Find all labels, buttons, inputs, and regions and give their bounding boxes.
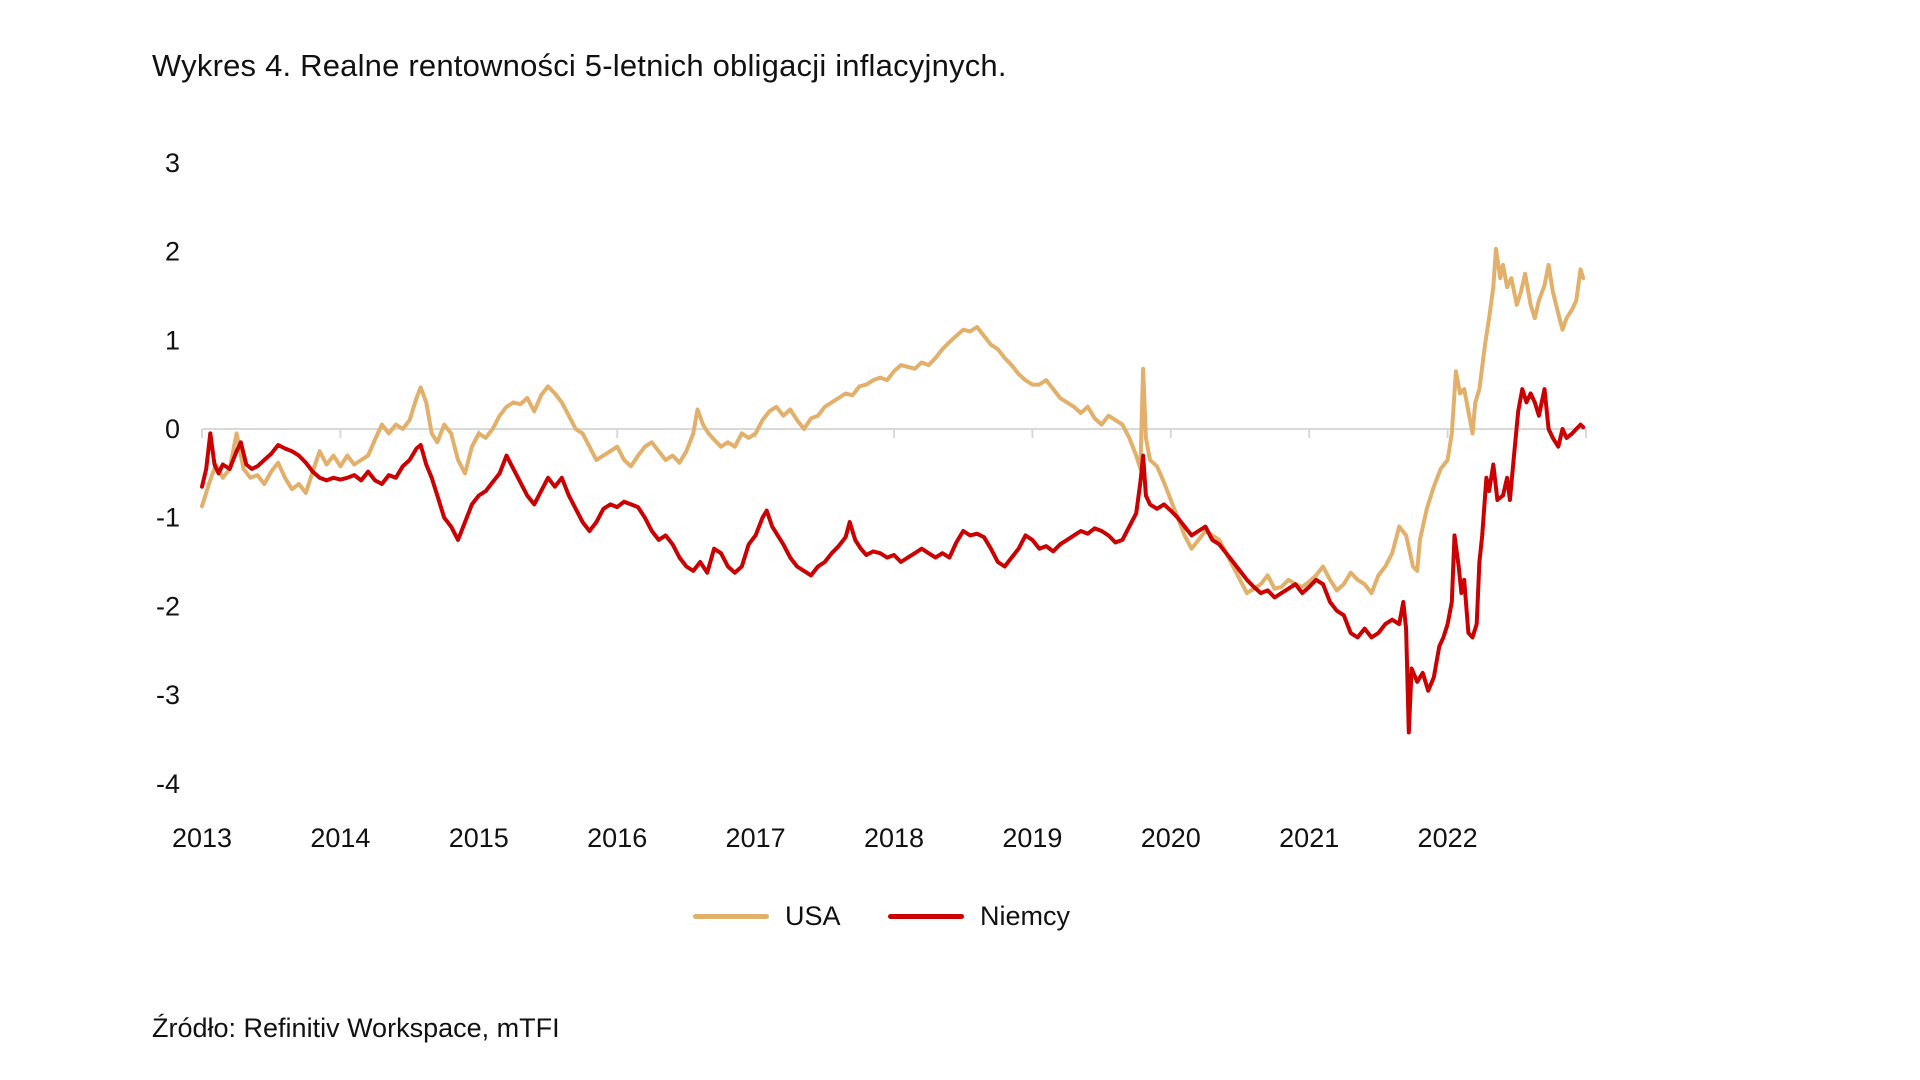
x-tick-label: 2021 — [1279, 823, 1339, 853]
y-tick-label: -2 — [156, 591, 180, 621]
x-tick-label: 2014 — [310, 823, 370, 853]
x-axis: 2013 2014 2015 2016 2017 2018 2019 2020 2021 2022 — [172, 428, 1587, 853]
x-tick-label: 2022 — [1418, 823, 1478, 853]
x-tick-label: 2016 — [587, 823, 647, 853]
source-note: Źródło: Refinitiv Workspace, mTFI — [152, 1013, 560, 1043]
x-tick-label: 2018 — [864, 823, 924, 853]
y-tick-label: 1 — [165, 325, 180, 355]
legend: USA Niemcy — [0, 896, 1920, 936]
legend-label-niemcy: Niemcy — [980, 900, 1071, 931]
x-tick-label: 2019 — [1002, 823, 1062, 853]
y-tick-label: 2 — [165, 237, 180, 267]
x-tick-label: 2013 — [172, 823, 232, 853]
legend-swatch-usa — [693, 913, 769, 919]
y-tick-label: -4 — [156, 769, 180, 799]
chart-title: Wykres 4. Realne rentowności 5-letnich o… — [152, 48, 1007, 83]
series-line-niemcy — [200, 387, 1586, 735]
y-axis: 3 2 1 0 -1 -2 -3 -4 — [156, 148, 180, 799]
legend-item-usa: USA — [693, 896, 841, 936]
y-tick-label: 0 — [165, 414, 180, 444]
series-group — [200, 246, 1586, 735]
legend-swatch-niemcy — [888, 913, 964, 919]
x-tick-label: 2015 — [449, 823, 509, 853]
x-tick-label: 2017 — [726, 823, 786, 853]
legend-label-usa: USA — [785, 900, 841, 931]
y-tick-label: -3 — [156, 680, 180, 710]
x-tick-label: 2020 — [1141, 823, 1201, 853]
legend-item-niemcy: Niemcy — [888, 896, 1070, 936]
y-tick-label: 3 — [165, 148, 180, 178]
y-tick-label: -1 — [156, 503, 180, 533]
series-line-usa — [200, 246, 1586, 596]
